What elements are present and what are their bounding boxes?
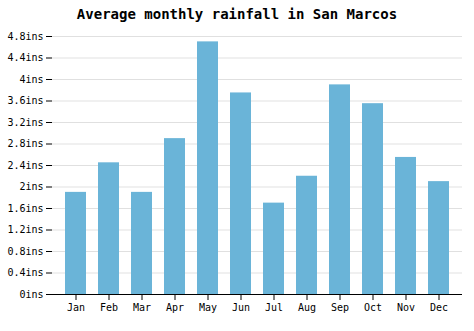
svg-text:May: May	[199, 302, 217, 313]
svg-text:2ins: 2ins	[19, 181, 43, 192]
svg-text:Feb: Feb	[100, 302, 118, 313]
svg-text:0.8ins: 0.8ins	[7, 246, 43, 257]
svg-text:3.6ins: 3.6ins	[7, 95, 43, 106]
svg-text:1.2ins: 1.2ins	[7, 224, 43, 235]
svg-text:Sep: Sep	[331, 302, 349, 313]
svg-text:4.8ins: 4.8ins	[7, 31, 43, 42]
svg-text:Aug: Aug	[298, 302, 316, 313]
svg-text:Mar: Mar	[133, 302, 151, 313]
svg-text:0ins: 0ins	[19, 289, 43, 300]
html-text:Average monthly rainfall in Sa: Average monthly rainfall in San Marcos	[76, 6, 398, 22]
svg-text:1.6ins: 1.6ins	[7, 203, 43, 214]
svg-text:0.4ins: 0.4ins	[7, 267, 43, 278]
svg-text:Nov: Nov	[397, 302, 415, 313]
svg-text:Jan: Jan	[67, 302, 85, 313]
svg-text:2.8ins: 2.8ins	[7, 138, 43, 149]
svg-text:Oct: Oct	[364, 302, 382, 313]
svg-text:Dec: Dec	[430, 302, 448, 313]
svg-text:Jun: Jun	[232, 302, 250, 313]
svg-text:Jul: Jul	[265, 302, 283, 313]
svg-text:Apr: Apr	[166, 302, 184, 313]
svg-text:3.2ins: 3.2ins	[7, 117, 43, 128]
svg-text:2.4ins: 2.4ins	[7, 160, 43, 171]
svg-text:4.4ins: 4.4ins	[7, 52, 43, 63]
svg-text:4ins: 4ins	[19, 74, 43, 85]
